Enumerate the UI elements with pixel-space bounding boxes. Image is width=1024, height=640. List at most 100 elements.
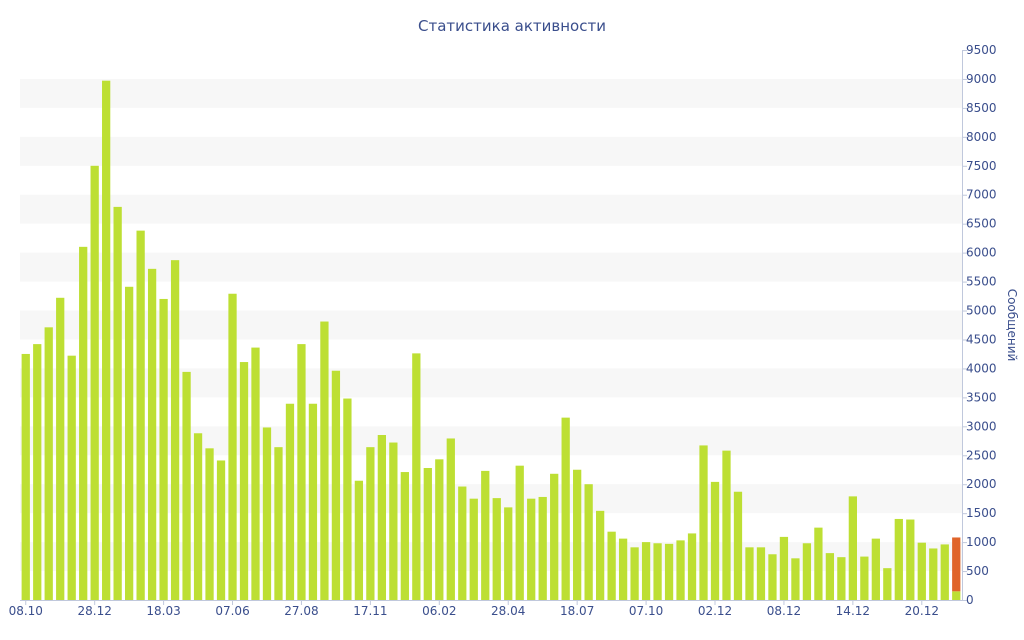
x-tick-label: 28.04 [491,604,525,618]
grid-band [20,78,962,108]
bar[interactable] [814,527,823,600]
x-tick-label: 07.10 [629,604,663,618]
bar[interactable] [400,472,409,600]
bar[interactable] [90,165,99,601]
bar[interactable] [458,486,467,600]
bar[interactable] [618,538,628,600]
bar[interactable] [113,206,122,600]
bar[interactable] [423,468,432,600]
bar[interactable] [67,355,76,600]
bar[interactable] [630,547,639,600]
bar[interactable] [722,450,731,600]
bar[interactable] [79,246,88,600]
y-tick-label: 6000 [966,246,997,260]
bar[interactable] [343,398,352,600]
y-tick-label: 4000 [966,361,997,375]
bar[interactable] [412,353,421,600]
bar[interactable] [366,447,375,600]
bar[interactable] [550,473,559,600]
bar[interactable] [940,544,949,600]
bar[interactable] [159,298,168,600]
bar[interactable] [228,293,237,600]
bar[interactable] [251,347,260,600]
bar[interactable] [883,568,892,600]
bar[interactable] [527,498,536,600]
y-tick-label: 9000 [966,72,997,86]
bar[interactable] [446,438,455,600]
bar[interactable] [182,371,191,600]
y-tick-label: 0 [966,593,974,607]
bar[interactable] [538,496,547,600]
bar[interactable] [504,507,513,600]
bar[interactable] [331,370,341,600]
y-tick-label: 2000 [966,477,997,491]
x-tick-label: 17.11 [353,604,387,618]
bar[interactable] [676,540,685,600]
y-tick-label: 500 [966,564,989,578]
bar[interactable] [320,321,329,600]
bar[interactable] [756,547,766,600]
bar[interactable] [125,286,134,600]
bar[interactable] [596,510,605,600]
bar[interactable] [435,459,444,600]
bar[interactable] [699,445,708,600]
bar[interactable] [102,80,111,601]
bar[interactable] [216,460,226,600]
bar[interactable] [44,327,53,600]
y-tick-label: 5500 [966,275,997,289]
bar[interactable] [205,448,214,600]
bar[interactable] [802,543,812,600]
bar[interactable] [687,533,697,600]
bar[interactable] [952,591,961,600]
bar[interactable] [56,297,65,600]
bar[interactable] [641,542,651,600]
bar[interactable] [515,465,524,600]
bar[interactable] [573,469,582,600]
bar[interactable] [21,353,30,600]
bar-highlight[interactable] [952,537,961,592]
bar[interactable] [791,558,800,600]
bar[interactable] [274,447,283,600]
bar[interactable] [848,496,857,600]
y-tick-label: 7000 [966,188,997,202]
bar[interactable] [837,557,846,600]
bar[interactable] [584,484,593,600]
bar[interactable] [561,417,570,600]
bar[interactable] [389,442,398,600]
bar[interactable] [147,268,157,600]
bar[interactable] [308,403,318,600]
bar[interactable] [860,556,869,600]
grid-band [20,252,962,282]
bar[interactable] [733,491,743,600]
bar[interactable] [492,498,501,600]
bar[interactable] [894,518,903,600]
bar[interactable] [664,543,674,600]
bar[interactable] [710,481,720,600]
bar[interactable] [917,542,926,600]
bar[interactable] [170,260,180,600]
bar[interactable] [297,344,306,600]
bar[interactable] [193,433,203,600]
bar[interactable] [377,435,386,600]
bar[interactable] [239,362,249,600]
bar[interactable] [871,538,880,600]
bar[interactable] [481,470,490,600]
bar[interactable] [262,427,272,600]
x-tick-label: 18.07 [560,604,594,618]
bar[interactable] [469,498,478,600]
bar[interactable] [745,547,754,600]
x-tick-label: 27.08 [284,604,318,618]
bar[interactable] [607,531,616,600]
bar[interactable] [779,536,789,600]
bar[interactable] [768,554,777,600]
bar[interactable] [354,480,364,600]
bar[interactable] [929,548,938,600]
bar[interactable] [33,344,42,600]
bar[interactable] [136,230,145,600]
bar[interactable] [653,543,662,600]
bar[interactable] [825,553,835,600]
y-tick-label: 1500 [966,506,997,520]
bar[interactable] [285,403,295,600]
bar[interactable] [906,519,915,600]
